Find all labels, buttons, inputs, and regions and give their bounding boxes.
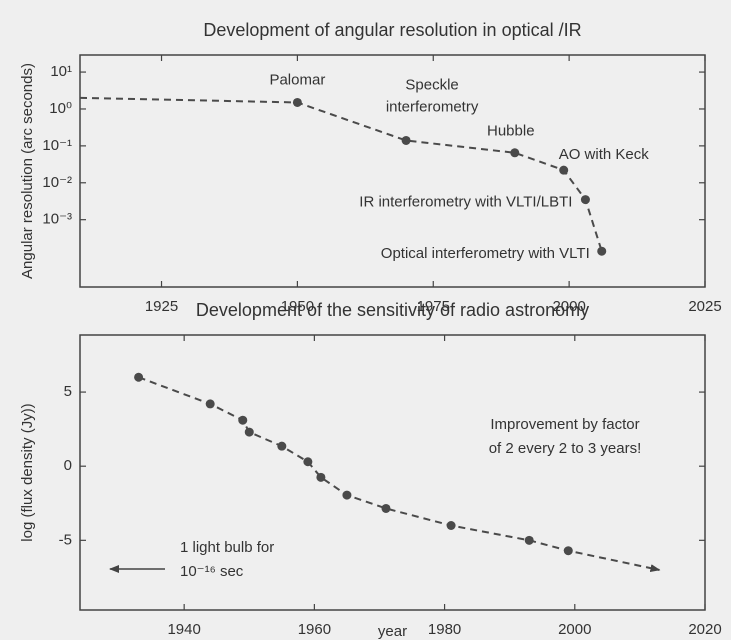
y-axis-label: Angular resolution (arc seconds): [19, 63, 36, 279]
data-point: [316, 472, 326, 482]
x-tick-label: 1940: [167, 621, 200, 638]
data-point: [303, 457, 313, 467]
x-axis-label: year: [378, 623, 407, 640]
data-point: [510, 148, 520, 158]
chart-title: Development of angular resolution in opt…: [203, 20, 581, 40]
x-tick-label: 1980: [428, 621, 461, 638]
point-label: Hubble: [487, 123, 535, 140]
x-tick-label: 1960: [298, 621, 331, 638]
data-point: [580, 195, 590, 205]
data-point: [559, 165, 569, 175]
data-point: [446, 520, 456, 530]
y-tick-label: 10⁻²: [42, 174, 72, 191]
x-tick-label: 2025: [688, 298, 721, 315]
chart-title: Development of the sensitivity of radio …: [196, 300, 589, 320]
data-point: [342, 490, 352, 500]
data-point: [292, 97, 302, 107]
point-label: AO with Keck: [559, 146, 650, 163]
data-point: [277, 441, 287, 451]
point-label: interferometry: [386, 98, 479, 115]
annotation: 10⁻¹⁶ sec: [180, 563, 244, 580]
x-tick-label: 1950: [281, 298, 314, 315]
y-tick-label: 10⁰: [49, 100, 72, 117]
x-tick-label: 2000: [558, 621, 591, 638]
y-tick-label: 0: [64, 457, 72, 474]
point-label: Optical interferometry with VLTI: [381, 245, 590, 262]
data-point: [524, 535, 534, 545]
data-point: [401, 135, 411, 145]
data-point: [238, 415, 248, 425]
x-tick-label: 1925: [145, 298, 178, 315]
y-tick-label: -5: [59, 531, 72, 548]
y-tick-label: 10⁻¹: [42, 137, 72, 154]
point-label: IR interferometry with VLTI/LBTI: [359, 194, 572, 211]
x-tick-label: 2000: [552, 298, 585, 315]
x-tick-label: 1975: [417, 298, 450, 315]
annotation: of 2 every 2 to 3 years!: [489, 440, 642, 457]
y-axis-label: log (flux density (Jy)): [19, 403, 36, 541]
data-point: [205, 399, 215, 409]
point-label: Palomar: [269, 71, 325, 88]
plot-frame: [79, 54, 706, 288]
y-tick-label: 10¹: [50, 63, 72, 80]
data-point: [597, 246, 607, 256]
data-point: [381, 503, 391, 513]
y-tick-label: 10⁻³: [42, 211, 72, 228]
x-tick-label: 2020: [688, 621, 721, 638]
data-point: [563, 546, 573, 556]
annotation: Improvement by factor: [490, 416, 639, 433]
data-point: [244, 427, 254, 437]
plot-frame: [79, 334, 706, 611]
data-point: [134, 372, 144, 382]
y-tick-label: 5: [64, 383, 72, 400]
annotation: 1 light bulb for: [180, 539, 274, 556]
point-label: Speckle: [405, 76, 458, 93]
